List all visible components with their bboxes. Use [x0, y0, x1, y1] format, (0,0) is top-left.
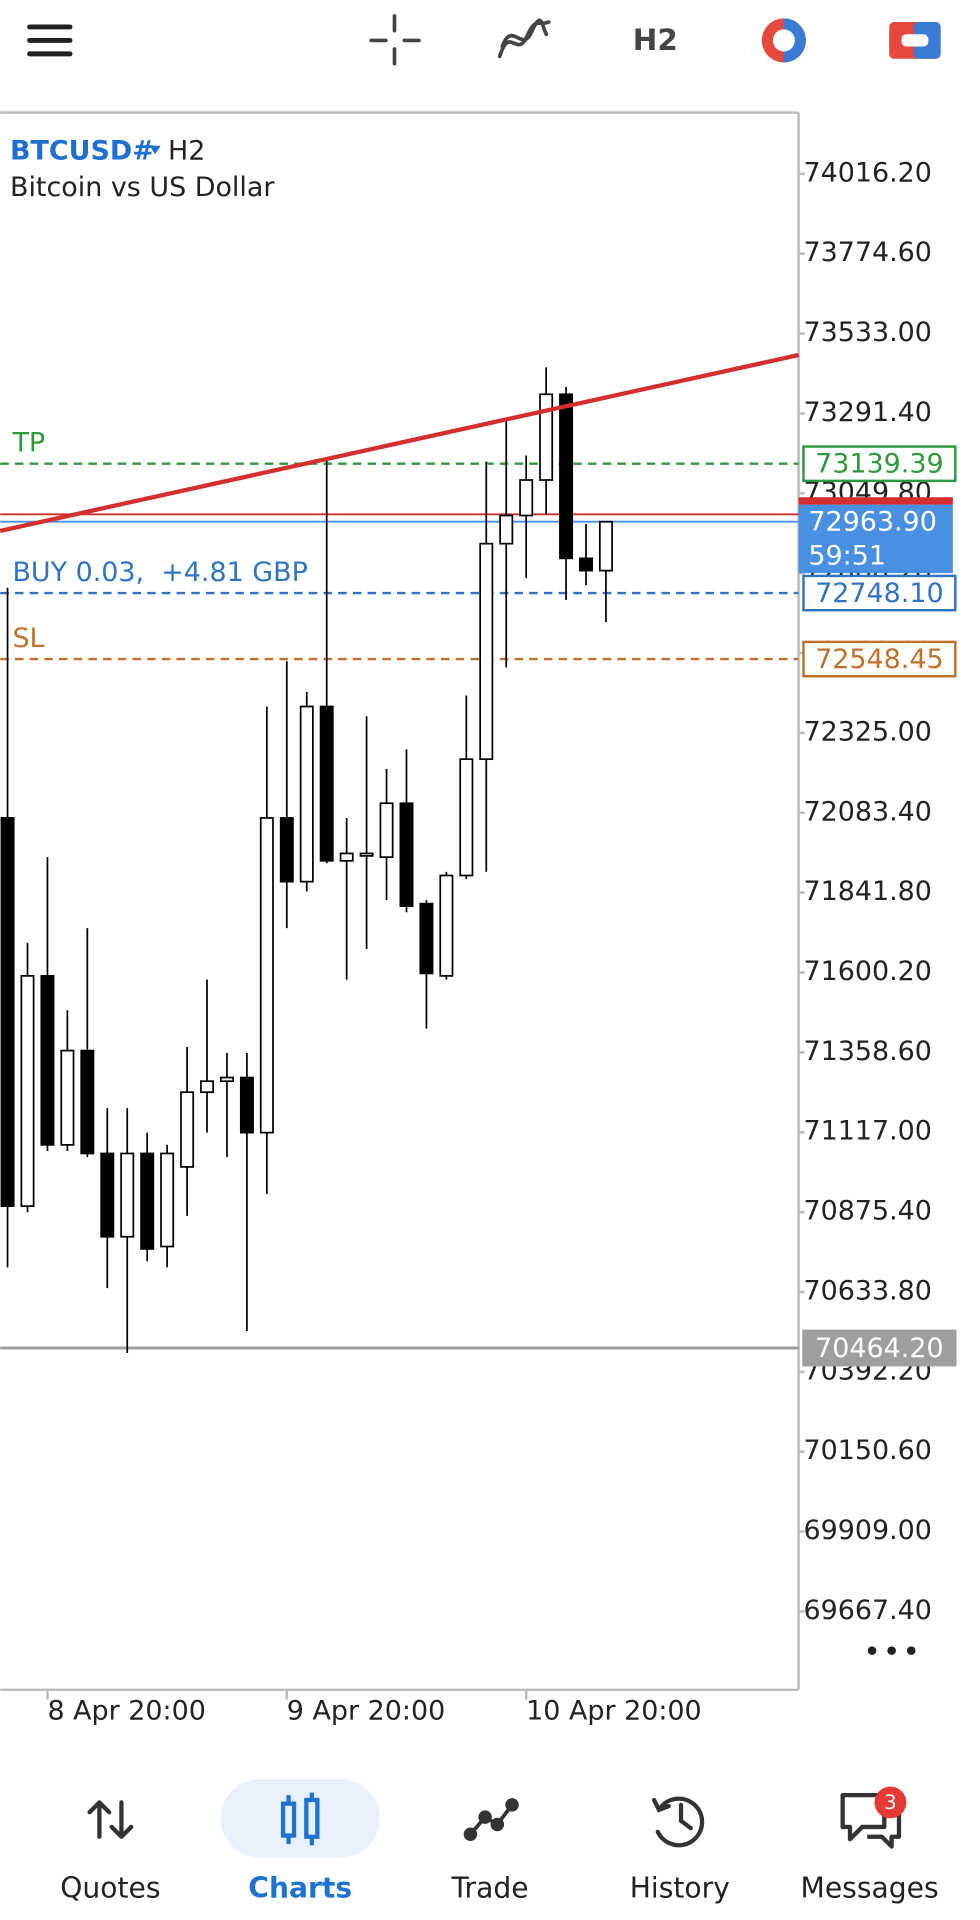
candle-body: [259, 817, 274, 1134]
ask-marker: [798, 497, 953, 505]
account-button[interactable]: [889, 22, 941, 59]
x-tick-label: 10 Apr 20:00: [526, 1695, 702, 1726]
candle-body: [379, 802, 394, 859]
candle-body: [219, 1076, 234, 1083]
candle-body: [120, 1152, 135, 1238]
price-label-box: [802, 640, 957, 678]
y-tick-label: 70875.40: [803, 1196, 931, 1227]
level-name[interactable]: BUY 0.03, +4.81 GBP: [12, 557, 307, 588]
candle-body: [439, 874, 454, 977]
active-tab-highlight: [220, 1779, 380, 1858]
candle-body: [180, 1091, 195, 1168]
bottom-navigation: Quotes Charts Trade History Messages: [60, 1871, 938, 1904]
price-label-box: [802, 1329, 957, 1367]
messages-badge: [874, 1786, 907, 1819]
nav-label[interactable]: History: [630, 1871, 730, 1904]
bid-label-box: [798, 504, 953, 574]
bar-countdown: 59:51: [808, 541, 886, 572]
crosshair-button[interactable]: [369, 14, 421, 66]
timeframe-button[interactable]: H2: [633, 23, 678, 57]
candle-body: [140, 1152, 155, 1250]
trendline[interactable]: [0, 352, 800, 533]
level-name[interactable]: SL: [12, 623, 44, 654]
price-label-box: [802, 574, 957, 612]
candle-body: [100, 1152, 115, 1238]
candle-body: [499, 514, 514, 545]
price-label: 72748.10: [815, 578, 943, 609]
price-label-box: [802, 445, 957, 483]
y-tick-label: 69667.40: [803, 1595, 931, 1626]
symbol-dropdown[interactable]: [149, 145, 161, 155]
nav-label[interactable]: Messages: [801, 1871, 939, 1904]
candle-body: [60, 1049, 75, 1146]
candle-body: [20, 975, 35, 1207]
quotes-icon: [87, 1800, 134, 1839]
chart-timeframe: H2: [168, 135, 205, 166]
candle-body: [279, 817, 294, 883]
y-tick-label: 73291.40: [803, 397, 931, 428]
chart-frame: [0, 111, 800, 1692]
trade-icon: [463, 1798, 519, 1842]
candle-body: [0, 817, 15, 1207]
candle-body: [579, 557, 593, 572]
indicators-button[interactable]: [497, 18, 551, 59]
y-tick-label: 72083.40: [803, 796, 931, 827]
candle-body: [319, 705, 334, 862]
nav-label[interactable]: Quotes: [60, 1871, 160, 1904]
candle-body: [598, 520, 613, 572]
y-tick-label: 69909.00: [803, 1515, 931, 1546]
candle-body: [519, 479, 534, 517]
nav-label[interactable]: Charts: [248, 1871, 352, 1904]
candle-body: [559, 393, 574, 560]
candle-body: [339, 852, 354, 862]
bid-price: 72963.90: [808, 506, 936, 537]
candle-body: [359, 852, 374, 857]
level-name[interactable]: TP: [11, 428, 45, 459]
y-tick-label: 72325.00: [803, 716, 931, 747]
more-button[interactable]: [867, 1646, 916, 1655]
nav-label[interactable]: Trade: [450, 1871, 528, 1904]
y-tick-label: 71358.60: [803, 1036, 931, 1067]
y-tick-label: 71117.00: [803, 1116, 931, 1147]
y-tick-label: 70633.80: [803, 1275, 931, 1306]
y-tick-label: 73774.60: [803, 237, 931, 268]
price-label: 72548.45: [815, 644, 943, 675]
candle-body: [399, 802, 414, 907]
messages-badge-count: 3: [884, 1791, 896, 1814]
x-tick-label: 8 Apr 20:00: [47, 1695, 205, 1726]
candle-body: [459, 758, 474, 877]
symbol[interactable]: BTCUSD#: [10, 135, 155, 166]
menu-button[interactable]: [27, 24, 73, 57]
price-label: 70464.20: [815, 1333, 943, 1364]
y-tick-label: 71600.20: [803, 956, 931, 987]
y-tick-label: 70150.60: [803, 1435, 931, 1466]
y-tick-label: 71841.80: [803, 876, 931, 907]
y-tick-label: 74016.20: [803, 157, 931, 188]
candle-body: [80, 1049, 95, 1155]
plot: 74016.2073774.6073533.0073291.4073049.80…: [0, 157, 957, 1726]
trade-button[interactable]: [761, 18, 806, 63]
candle-body: [160, 1152, 175, 1248]
candle-body: [299, 705, 314, 883]
candle-body: [200, 1080, 214, 1094]
candle-body: [479, 542, 494, 761]
symbol-description: Bitcoin vs US Dollar: [10, 172, 275, 203]
candle-body: [239, 1076, 254, 1134]
history-icon: [651, 1796, 705, 1848]
x-tick-label: 9 Apr 20:00: [287, 1695, 445, 1726]
candle-body: [419, 902, 434, 975]
price-label: 73139.39: [815, 448, 943, 479]
candle-body: [40, 975, 55, 1146]
charts-icon: [280, 1792, 320, 1846]
candle-body: [539, 393, 554, 481]
y-tick-label: 73533.00: [803, 317, 931, 348]
